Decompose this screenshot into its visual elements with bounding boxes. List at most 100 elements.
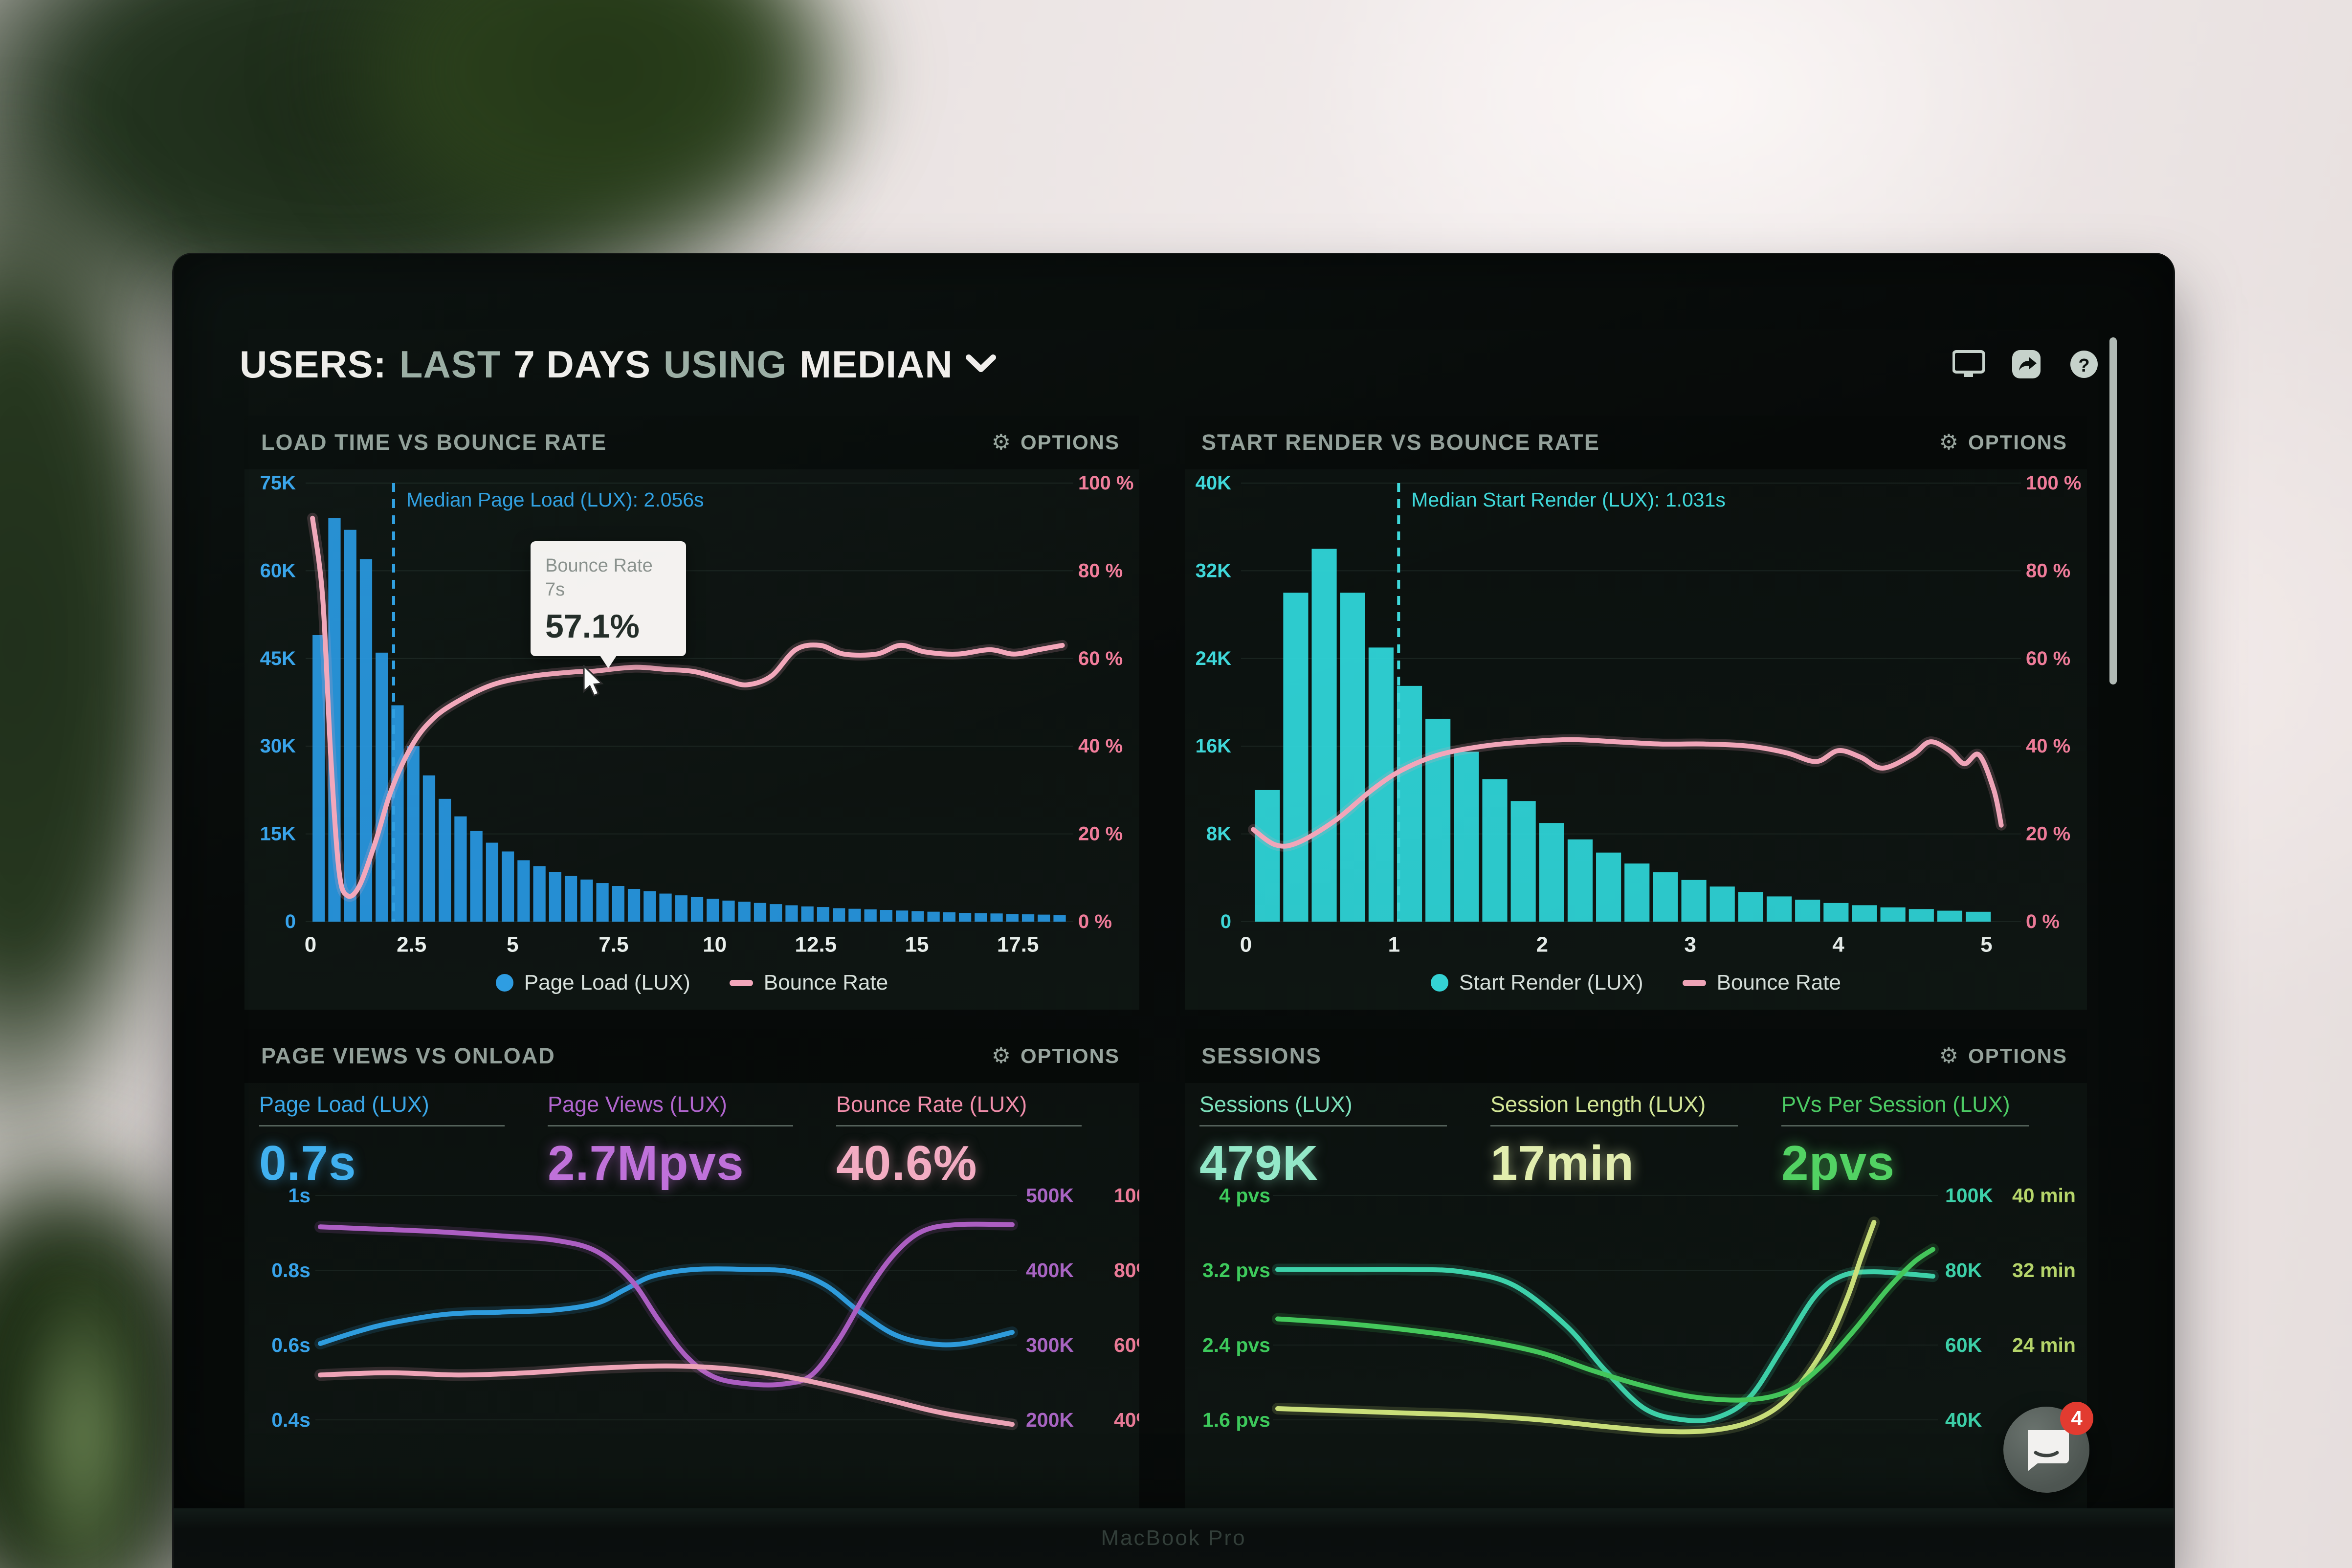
gear-icon: ⚙ <box>991 1044 1012 1068</box>
chart-legend: Start Render (LUX) Bounce Rate <box>1185 958 2087 1007</box>
axis-tick-label: 5 <box>507 933 518 957</box>
legend-label: Start Render (LUX) <box>1459 971 1643 994</box>
axis-tick-label: 45K <box>260 648 296 669</box>
share-icon[interactable] <box>2010 348 2042 380</box>
options-button[interactable]: ⚙ OPTIONS <box>989 430 1123 455</box>
bar <box>1397 685 1422 922</box>
axis-tick-label: 100 % <box>2026 472 2081 494</box>
chart-legend: Page Load (LUX) Bounce Rate <box>244 958 1139 1007</box>
options-label: OPTIONS <box>1020 1044 1120 1067</box>
panel-header: SESSIONS ⚙ OPTIONS <box>1185 1029 2087 1083</box>
axis-tick-label: 40 min <box>2012 1184 2076 1207</box>
metric-divider <box>836 1125 1082 1126</box>
axis-tick-label: 40K <box>1196 472 1231 494</box>
bar <box>707 899 719 922</box>
bar <box>801 906 814 922</box>
axis-tick-label: 2.4 pvs <box>1202 1334 1270 1356</box>
metric-value: 0.7s <box>259 1136 356 1191</box>
chart-area: 75K 100 % 60K 80 % 45K 60 % 30K 40 % 15K 20 % 0 0 %… <box>244 469 1139 958</box>
metric-value: 40.6% <box>836 1136 977 1191</box>
monitor-icon[interactable] <box>1953 348 1985 380</box>
bar <box>1567 839 1593 922</box>
gear-icon: ⚙ <box>991 430 1012 454</box>
axis-tick-label: 8K <box>1206 823 1231 845</box>
bar <box>517 860 530 922</box>
metric-label: PVs Per Session (LUX) <box>1781 1092 2010 1117</box>
axis-tick-label: 60 % <box>1078 648 1123 669</box>
axis-tick-label: 16K <box>1196 735 1231 757</box>
axis-tick-label: 10 <box>703 933 727 957</box>
metric-divider <box>1781 1125 2029 1126</box>
bar <box>675 895 688 922</box>
metric-bounce-rate: Bounce Rate (LUX) 40.6% <box>836 1092 1125 1192</box>
axis-tick-label: 80 % <box>2026 560 2070 581</box>
laptop-screen: USERS: LAST 7 DAYS USING MEDIAN <box>174 254 2174 1508</box>
bar <box>439 798 451 922</box>
axis-tick-label: 80 % <box>1078 560 1123 581</box>
options-button[interactable]: ⚙ OPTIONS <box>1936 1044 2070 1068</box>
page-scrollbar-thumb[interactable] <box>2109 337 2117 685</box>
users-filter-dropdown[interactable]: USERS: LAST 7 DAYS USING MEDIAN <box>240 342 996 387</box>
bar <box>754 903 767 922</box>
series-line <box>318 1363 1015 1427</box>
dashboard-header: USERS: LAST 7 DAYS USING MEDIAN <box>240 332 2100 396</box>
chat-launcher[interactable]: 4 <box>2003 1402 2093 1493</box>
axis-tick-label: 1.6 pvs <box>1202 1409 1270 1431</box>
brand-label: MacBook Pro <box>1101 1526 1246 1550</box>
legend-label: Bounce Rate <box>1716 971 1841 994</box>
bounce-rate-line <box>1251 737 2004 849</box>
panel-header: START RENDER VS BOUNCE RATE ⚙ OPTIONS <box>1185 416 2087 469</box>
legend-dot-icon <box>1431 974 1448 992</box>
panel-title: LOAD TIME VS BOUNCE RATE <box>261 430 607 455</box>
metric-divider <box>1490 1125 1738 1126</box>
axis-tick-label: 60K <box>1945 1334 1982 1356</box>
bar <box>911 911 924 922</box>
help-icon[interactable]: ? <box>2068 348 2100 380</box>
axis-tick-label: 80K <box>1945 1259 1982 1281</box>
bar <box>407 746 420 922</box>
options-button[interactable]: ⚙ OPTIONS <box>989 1044 1123 1068</box>
options-button[interactable]: ⚙ OPTIONS <box>1936 430 2070 455</box>
bar <box>1021 914 1035 922</box>
axis-tick-label: 300K <box>1026 1334 1074 1356</box>
legend-bounce-rate[interactable]: Bounce Rate <box>729 971 888 995</box>
bar <box>627 889 641 922</box>
gear-icon: ⚙ <box>1939 430 1959 454</box>
title-days: 7 DAYS <box>513 342 651 386</box>
legend-bounce-rate[interactable]: Bounce Rate <box>1682 971 1841 995</box>
series-line <box>1275 1267 1935 1423</box>
panel-header: PAGE VIEWS VS ONLOAD ⚙ OPTIONS <box>244 1029 1139 1083</box>
bar <box>1937 910 1963 922</box>
axis-tick-label: 32K <box>1196 560 1231 581</box>
axis-tick-label: Median Start Render (LUX): 1.031s <box>1411 488 1726 511</box>
chat-bubble-icon <box>2028 1430 2069 1471</box>
laptop-bezel: MacBook Pro <box>174 1508 2174 1568</box>
metric-label: Page Load (LUX) <box>259 1092 429 1117</box>
bar <box>896 910 909 922</box>
legend-page-load[interactable]: Page Load (LUX) <box>495 971 690 995</box>
bar <box>1653 872 1678 922</box>
metric-summary-row: Sessions (LUX) 479K Session Length (LUX)… <box>1185 1083 2087 1191</box>
axis-tick-label: 500K <box>1026 1184 1074 1207</box>
metric-divider <box>259 1125 505 1126</box>
bar <box>1823 903 1849 922</box>
start-render-chart: 40K 100 % 32K 80 % 24K 60 % 16K 40 % 8K 20 % 0 0 % M… <box>1196 472 2082 957</box>
axis-tick-label: 24K <box>1196 648 1231 669</box>
axis-tick-label: Median Page Load (LUX): 2.056s <box>406 488 704 511</box>
axis-tick-label: 12.5 <box>795 933 837 957</box>
panel-header: LOAD TIME VS BOUNCE RATE ⚙ OPTIONS <box>244 416 1139 469</box>
axis-tick-label: 40% <box>1114 1409 1139 1431</box>
panel-sessions: SESSIONS ⚙ OPTIONS Sessions (LUX) 479K S… <box>1185 1029 2087 1508</box>
metric-pvs-per-session: PVs Per Session (LUX) 2pvs <box>1781 1092 2072 1192</box>
legend-start-render[interactable]: Start Render (LUX) <box>1431 971 1643 995</box>
bar <box>1908 909 1934 922</box>
axis-tick-label: 75K <box>260 472 296 494</box>
bar <box>1539 823 1564 922</box>
load-time-chart: 75K 100 % 60K 80 % 45K 60 % 30K 40 % 15K 20 % 0 0 %… <box>260 472 1134 957</box>
axis-tick-label: 0 % <box>2026 911 2060 932</box>
options-label: OPTIONS <box>1968 431 2067 454</box>
axis-tick-label: 32 min <box>2012 1259 2076 1281</box>
bar <box>1880 907 1906 922</box>
bar <box>738 902 751 922</box>
metric-divider <box>1199 1125 1447 1126</box>
